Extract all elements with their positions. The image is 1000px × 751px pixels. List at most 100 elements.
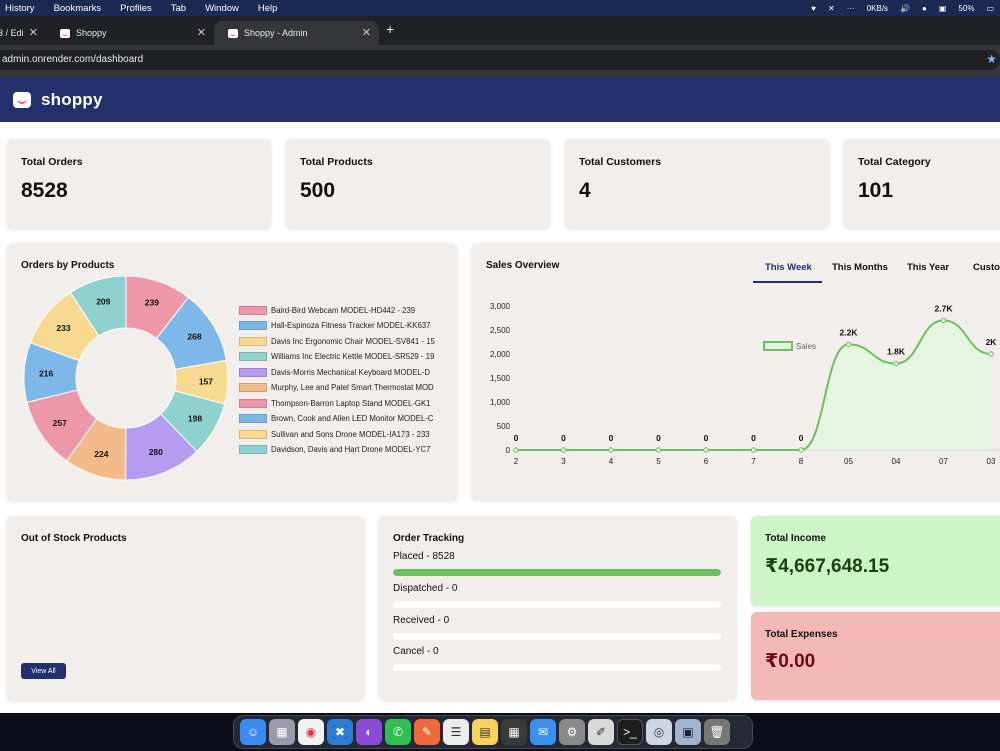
vscode-icon[interactable]: ✖ — [327, 719, 353, 745]
browser-tab-shoppy-admin[interactable]: Shoppy - Admin ✕ — [214, 21, 379, 45]
volume-icon[interactable]: 🔊 — [900, 3, 911, 13]
legend-item[interactable]: Thompson-Barron Laptop Stand MODEL-GK1 — [239, 398, 444, 408]
sales-point[interactable] — [703, 447, 709, 453]
legend-swatch — [239, 383, 267, 392]
order-tracking-card: Order Tracking Placed - 8528 Dispatched … — [379, 516, 736, 700]
calculator-icon[interactable]: ▦ — [501, 719, 527, 745]
legend-swatch — [239, 429, 267, 439]
close-icon[interactable]: ✕ — [196, 27, 206, 39]
legend-item[interactable]: Murphy, Lee and Patel Smart Thermostat M… — [239, 383, 444, 393]
moon-icon[interactable]: ● — [922, 3, 927, 13]
legend-item[interactable]: Williams Inc Electric Kettle MODEL-SR529… — [239, 352, 444, 362]
legend-label: Hall-Espinoza Fitness Tracker MODEL-KK63… — [271, 321, 431, 330]
orders-by-products-card: Orders by Products 239 268 157 198 280 224 257… — [7, 243, 457, 500]
stat-card-products: Total Products 500 — [286, 139, 550, 228]
legend-label: Baird-Bird Webcam MODEL-HD442 - 239 — [271, 305, 416, 315]
quicktime-icon[interactable]: ◎ — [646, 719, 672, 745]
x-tick-label: 03 — [987, 457, 996, 466]
legend-item[interactable]: Davis-Morris Mechanical Keyboard MODEL-D — [239, 367, 444, 377]
sales-point[interactable] — [513, 447, 519, 453]
browser-tab-editor[interactable]: 3 / Edi ✕ — [0, 21, 46, 45]
tracking-bar-dispatched — [393, 601, 721, 608]
stat-label: Total Orders — [21, 156, 83, 168]
battery-icon[interactable]: ▭ — [986, 3, 994, 13]
reminders-icon[interactable]: ☰ — [443, 719, 469, 745]
tab-this-week[interactable]: This Week — [765, 262, 812, 273]
app-viewport: shoppy Total Orders 8528 Total Products … — [0, 77, 1000, 713]
tab-this-months[interactable]: This Months — [832, 262, 888, 273]
stat-value: 101 — [858, 179, 894, 202]
sales-line[interactable] — [516, 319, 992, 451]
mail-icon[interactable]: ✉ — [530, 719, 556, 745]
menu-tab[interactable]: Tab — [170, 2, 187, 14]
donut-slice[interactable] — [69, 275, 127, 337]
legend-item[interactable]: Hall-Espinoza Fitness Tracker MODEL-KK63… — [239, 321, 444, 331]
sales-line-chart: Sales05001,0001,5002,0002,5003,000020304… — [490, 302, 1000, 466]
notes-icon[interactable]: ▤ — [472, 719, 498, 745]
trash-icon[interactable]: 🗑 — [704, 719, 730, 745]
heart-icon[interactable]: ♥ — [811, 3, 816, 13]
card-title: Total Income — [765, 533, 826, 544]
menu-bookmarks[interactable]: Bookmarks — [53, 2, 102, 14]
tab-custom[interactable]: Custom — [973, 262, 1000, 273]
postman-icon[interactable]: ✎ — [414, 719, 440, 745]
menu-profiles[interactable]: Profiles — [120, 2, 152, 14]
donut-slice-label: 157 — [199, 376, 213, 386]
github-desktop-icon[interactable]: ◐ — [356, 719, 382, 745]
launchpad-icon[interactable]: ▦ — [269, 719, 295, 745]
legend-item[interactable]: Davis Inc Ergonomic Chair MODEL-SV841 - … — [239, 336, 444, 346]
tracking-label-placed: Placed - 8528 — [393, 551, 455, 562]
legend-swatch — [239, 445, 267, 454]
donut-slice-label: 216 — [39, 369, 53, 379]
terminal-icon[interactable]: >_ — [617, 719, 643, 745]
menu-help[interactable]: Help — [257, 2, 278, 14]
browser-tab-shoppy[interactable]: Shoppy ✕ — [46, 21, 214, 45]
legend-label[interactable]: Sales — [796, 342, 816, 351]
data-label: 0 — [609, 433, 614, 443]
sales-point[interactable] — [893, 360, 899, 367]
card-title: Order Tracking — [393, 533, 465, 544]
sales-point[interactable] — [940, 317, 947, 324]
sales-point[interactable] — [608, 447, 614, 453]
stat-card-category: Total Category 101 — [844, 139, 1000, 228]
new-tab-icon[interactable]: + — [386, 21, 395, 37]
bluetooth-icon[interactable]: ✕ — [828, 3, 835, 13]
stat-label: Total Customers — [579, 156, 662, 168]
app-header: shoppy — [0, 77, 1000, 122]
sales-point[interactable] — [750, 447, 757, 453]
data-label: 0 — [561, 433, 566, 443]
tracking-bar-placed — [393, 569, 721, 576]
view-all-button[interactable]: View All — [21, 663, 66, 679]
finder-icon[interactable]: ☺ — [240, 719, 266, 745]
star-icon[interactable]: ★ — [986, 52, 997, 66]
legend-swatch — [239, 414, 267, 423]
system-settings-icon[interactable]: ⚙ — [559, 719, 585, 745]
legend-item[interactable]: Baird-Bird Webcam MODEL-HD442 - 239 — [239, 305, 444, 315]
x-tick-label: 4 — [609, 457, 614, 466]
preview-icon[interactable]: ▣ — [675, 719, 701, 745]
url-field[interactable]: admin.onrender.com/dashboard — [0, 50, 1000, 70]
legend-item[interactable]: Brown, Cook and Allen LED Monitor MODEL-… — [239, 414, 444, 424]
close-icon[interactable]: ✕ — [361, 27, 371, 39]
legend-item[interactable]: Sullivan and Sons Drone MODEL-IA173 - 23… — [239, 429, 444, 439]
sales-point[interactable] — [655, 447, 662, 453]
sales-point[interactable] — [560, 447, 567, 453]
stat-card-customers: Total Customers 4 — [565, 139, 829, 228]
sales-point[interactable] — [798, 447, 804, 453]
whatsapp-icon[interactable]: ✆ — [385, 719, 411, 745]
close-icon[interactable]: ✕ — [28, 27, 38, 39]
legend-swatch — [239, 321, 267, 330]
sales-point[interactable] — [988, 351, 994, 357]
script-editor-icon[interactable]: ✐ — [588, 719, 614, 745]
menu-history[interactable]: History — [5, 2, 35, 14]
menu-window[interactable]: Window — [205, 2, 239, 14]
legend-item[interactable]: Davidson, Davis and Hart Drone MODEL-YC7 — [239, 445, 444, 455]
total-expenses-card: Total Expenses ₹0.00 — [751, 612, 1000, 700]
tab-this-year[interactable]: This Year — [907, 262, 950, 273]
activity-icon[interactable]: ··· — [846, 3, 855, 13]
screen-icon[interactable]: ▣ — [938, 3, 947, 13]
donut-chart: 239 268 157 198 280 224 257 216 233 209 — [23, 275, 229, 481]
chrome-icon[interactable]: ◉ — [298, 719, 324, 745]
app-logo[interactable]: shoppy — [41, 89, 103, 109]
sales-point[interactable] — [845, 341, 852, 348]
